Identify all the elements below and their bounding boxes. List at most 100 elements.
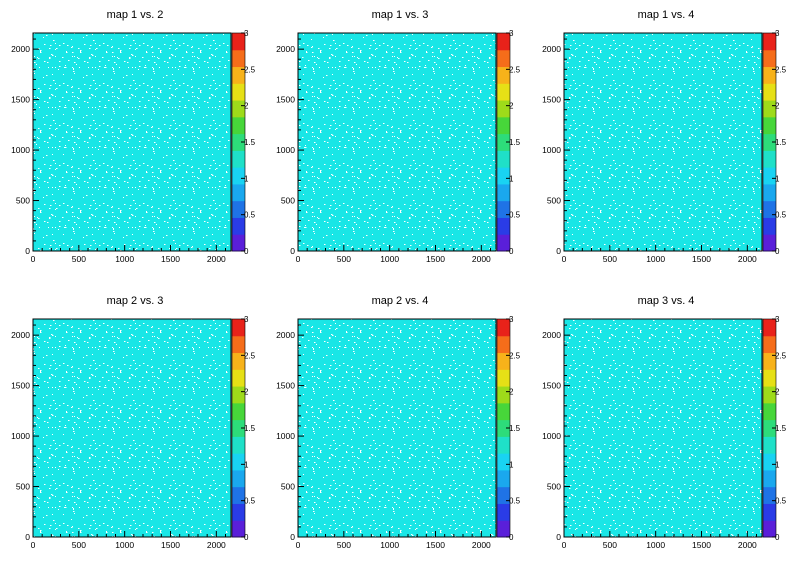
colorbar-segment [763, 335, 776, 354]
colorbar-segment [232, 402, 245, 421]
colorbar-segment [232, 183, 245, 202]
colorbar-segment [497, 386, 510, 404]
x-tick-label: 2000 [472, 254, 491, 264]
x-tick-label: 1000 [646, 540, 665, 550]
colorbar-segment [763, 167, 776, 185]
y-tick-label: 500 [547, 196, 561, 206]
z-tick-label: 3 [244, 315, 249, 324]
z-tick-label: 3 [775, 29, 780, 38]
heatmap-area [298, 319, 496, 537]
colorbar-segment [763, 436, 776, 454]
colorbar-segment [763, 133, 776, 151]
x-tick-label: 0 [296, 540, 301, 550]
colorbar-segment [232, 436, 245, 454]
heatmap-panel: map 3 vs. 4 0 500 1000 1500 2000 0 500 1000 1500 2… [542, 295, 787, 550]
y-tick-label: 1000 [542, 431, 561, 441]
colorbar-segment [497, 116, 510, 135]
x-tick-label: 500 [603, 540, 617, 550]
plot-frame [563, 32, 763, 252]
x-tick-label: 1500 [161, 540, 180, 550]
heatmap-panel: map 1 vs. 4 0 500 1000 1500 2000 0 500 1000 1500 2… [542, 9, 787, 264]
z-tick-label: 2 [775, 102, 780, 111]
z-tick-label: 0 [775, 533, 780, 542]
colorbar-segment [763, 520, 776, 538]
z-tick-label: 0.5 [509, 497, 521, 506]
colorbar-segment [497, 419, 510, 437]
heatmap-area [298, 33, 496, 251]
colorbar-segment [497, 66, 510, 84]
colorbar-segment [497, 183, 510, 202]
x-tick-label: 2000 [738, 540, 757, 550]
colorbar-segment [763, 183, 776, 202]
colorbar-segment [497, 453, 510, 471]
z-tick-label: 1 [775, 460, 780, 469]
z-tick-label: 2 [244, 388, 249, 397]
plot-frame [32, 32, 232, 252]
y-tick-label: 1500 [11, 95, 30, 105]
colorbar-segment [763, 200, 776, 218]
colorbar-segment [763, 150, 776, 168]
z-tick-label: 1.5 [775, 138, 787, 147]
y-tick-label: 500 [281, 482, 295, 492]
colorbar-segment [763, 217, 776, 235]
y-tick-label: 0 [290, 246, 295, 256]
x-tick-label: 1000 [380, 540, 399, 550]
y-tick-label: 1500 [276, 381, 295, 391]
colorbar-segment [232, 469, 245, 488]
colorbar-segment [232, 217, 245, 235]
y-tick-label: 2000 [542, 44, 561, 54]
y-tick-label: 500 [547, 482, 561, 492]
x-tick-label: 0 [562, 540, 567, 550]
colorbar-segment [497, 319, 510, 337]
colorbar-segment [497, 167, 510, 185]
colorbar-segment [763, 83, 776, 101]
plot-frame [563, 318, 763, 538]
plot-frame [297, 32, 497, 252]
z-tick-label: 1.5 [244, 138, 256, 147]
plot-frame [32, 318, 232, 538]
x-tick-label: 0 [296, 254, 301, 264]
z-tick-label: 0 [244, 533, 249, 542]
z-tick-label: 2.5 [775, 65, 787, 74]
colorbar-segment [232, 33, 245, 51]
colorbar-segment [232, 453, 245, 471]
colorbar-segment [763, 453, 776, 471]
z-tick-label: 0 [509, 533, 514, 542]
colorbar-segment [497, 49, 510, 68]
x-tick-label: 500 [337, 540, 351, 550]
colorbar-segment [763, 402, 776, 421]
y-tick-label: 1500 [542, 95, 561, 105]
colorbar-segment [763, 386, 776, 404]
y-tick-label: 2000 [276, 44, 295, 54]
x-tick-label: 500 [72, 540, 86, 550]
colorbar-segment [232, 419, 245, 437]
panel-title: map 2 vs. 4 [372, 295, 429, 307]
colorbar-segment [497, 100, 510, 118]
z-tick-label: 2.5 [509, 351, 521, 360]
y-tick-label: 1500 [11, 381, 30, 391]
y-tick-label: 2000 [11, 44, 30, 54]
colorbar-segment [232, 49, 245, 68]
y-tick-label: 1500 [276, 95, 295, 105]
colorbar-segment [232, 83, 245, 101]
colorbar-segment [497, 436, 510, 454]
colorbar-segment [232, 200, 245, 218]
z-tick-label: 3 [509, 29, 514, 38]
x-tick-label: 0 [31, 540, 36, 550]
x-tick-label: 0 [31, 254, 36, 264]
colorbar-segment [232, 133, 245, 151]
colorbar-segment [763, 319, 776, 337]
z-tick-label: 1 [509, 460, 514, 469]
y-tick-label: 500 [281, 196, 295, 206]
colorbar-segment [763, 234, 776, 252]
y-tick-label: 1000 [542, 145, 561, 155]
colorbar-segment [497, 217, 510, 235]
z-tick-label: 1.5 [509, 138, 521, 147]
z-tick-label: 1.5 [244, 424, 256, 433]
heatmap-area [33, 319, 231, 537]
z-tick-label: 2.5 [244, 65, 256, 74]
colorbar-segment [497, 486, 510, 504]
colorbar-segment [763, 369, 776, 387]
z-tick-label: 1 [244, 460, 249, 469]
